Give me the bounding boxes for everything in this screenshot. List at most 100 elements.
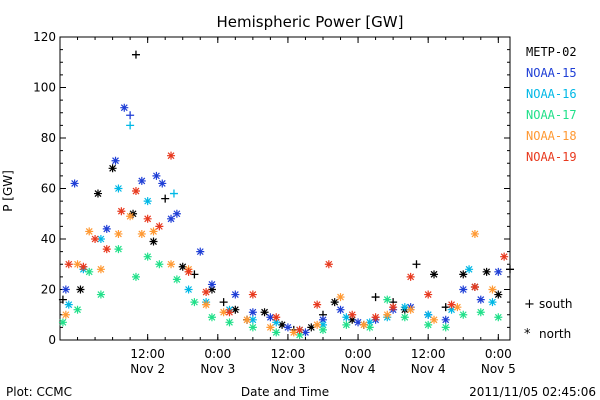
y-tick-label: 0 — [48, 333, 56, 347]
north-marker — [283, 323, 292, 332]
south-marker — [169, 189, 178, 198]
north-marker — [447, 305, 456, 314]
north-marker — [278, 320, 287, 329]
marker-legend-symbol: * — [524, 327, 531, 342]
north-marker — [301, 328, 310, 337]
north-marker — [85, 267, 94, 276]
y-tick-label: 60 — [41, 182, 56, 196]
north-marker — [383, 310, 392, 319]
north-marker — [266, 323, 275, 332]
north-marker — [248, 315, 257, 324]
legend-noaa-17: NOAA-17 — [526, 108, 577, 122]
south-marker — [126, 111, 135, 120]
north-marker — [102, 224, 111, 233]
north-marker — [424, 320, 433, 329]
north-marker — [85, 227, 94, 236]
north-marker — [96, 235, 105, 243]
south-marker — [126, 121, 135, 130]
y-tick-label: 80 — [41, 131, 56, 145]
marker-legend-symbol: + — [524, 297, 535, 312]
north-marker — [149, 227, 158, 236]
x-tick-time-label: 0:00 — [204, 347, 231, 361]
x-tick-date-label: Nov 5 — [481, 362, 516, 376]
north-marker — [365, 318, 374, 327]
x-axis-label: Date and Time — [241, 385, 329, 399]
north-marker — [318, 315, 327, 324]
x-tick-time-label: 0:00 — [485, 347, 512, 361]
north-marker — [488, 285, 497, 294]
north-marker — [476, 308, 485, 317]
north-marker — [143, 214, 152, 223]
north-marker — [494, 290, 503, 299]
north-marker — [307, 323, 316, 332]
north-marker — [348, 310, 357, 319]
north-marker — [248, 290, 257, 299]
series-noaa-17 — [58, 245, 503, 339]
north-marker — [231, 305, 240, 314]
series-noaa-19 — [64, 151, 509, 334]
north-marker — [172, 275, 181, 284]
north-marker — [184, 267, 193, 276]
north-marker — [126, 212, 135, 221]
north-marker — [400, 303, 409, 312]
north-marker — [324, 260, 333, 269]
north-marker — [96, 290, 105, 299]
north-marker — [76, 285, 85, 294]
north-marker — [295, 330, 304, 339]
north-marker — [114, 245, 123, 254]
north-marker — [108, 164, 117, 173]
north-marker — [441, 315, 450, 324]
y-tick-label: 120 — [33, 30, 56, 44]
north-marker — [342, 313, 351, 322]
north-marker — [73, 305, 82, 314]
north-marker — [476, 295, 485, 304]
north-marker — [225, 318, 234, 327]
north-marker — [313, 300, 322, 309]
north-marker — [342, 320, 351, 329]
north-marker — [470, 282, 479, 291]
north-marker — [406, 305, 415, 314]
north-marker — [318, 320, 327, 329]
y-tick-label: 100 — [33, 81, 56, 95]
north-marker — [114, 184, 123, 193]
north-marker — [117, 207, 126, 216]
series-metp-02 — [58, 50, 514, 334]
north-marker — [318, 325, 327, 334]
north-marker — [248, 323, 257, 332]
south-marker — [371, 293, 380, 302]
north-marker — [96, 265, 105, 274]
north-marker — [494, 267, 503, 276]
north-marker — [167, 214, 176, 223]
north-marker — [172, 209, 181, 218]
north-marker — [207, 285, 216, 294]
north-marker — [184, 285, 193, 294]
legend: METP-02 NOAA-15 NOAA-16 NOAA-17 NOAA-18 NOAA-… — [524, 45, 577, 342]
south-marker — [131, 50, 140, 59]
north-marker — [64, 260, 73, 269]
north-marker — [73, 260, 82, 269]
y-axis-label: P [GW] — [1, 170, 15, 212]
north-marker — [465, 265, 474, 274]
north-marker — [260, 308, 269, 317]
data-points — [58, 50, 514, 339]
north-marker — [430, 315, 439, 324]
north-marker — [91, 235, 100, 243]
north-marker — [178, 262, 187, 271]
north-marker — [359, 320, 368, 329]
north-marker — [158, 179, 167, 188]
north-marker — [336, 305, 345, 314]
north-marker — [167, 260, 176, 269]
y-tick-label: 40 — [41, 232, 56, 246]
chart-title: Hemispheric Power [GW] — [217, 13, 404, 31]
north-marker — [459, 310, 468, 319]
north-marker — [114, 229, 123, 238]
north-marker — [137, 176, 146, 185]
north-marker — [313, 320, 322, 329]
north-marker — [58, 318, 67, 327]
north-marker — [441, 323, 450, 332]
south-marker — [58, 295, 67, 304]
north-marker — [400, 313, 409, 322]
north-marker — [389, 303, 398, 312]
north-marker — [266, 313, 275, 322]
